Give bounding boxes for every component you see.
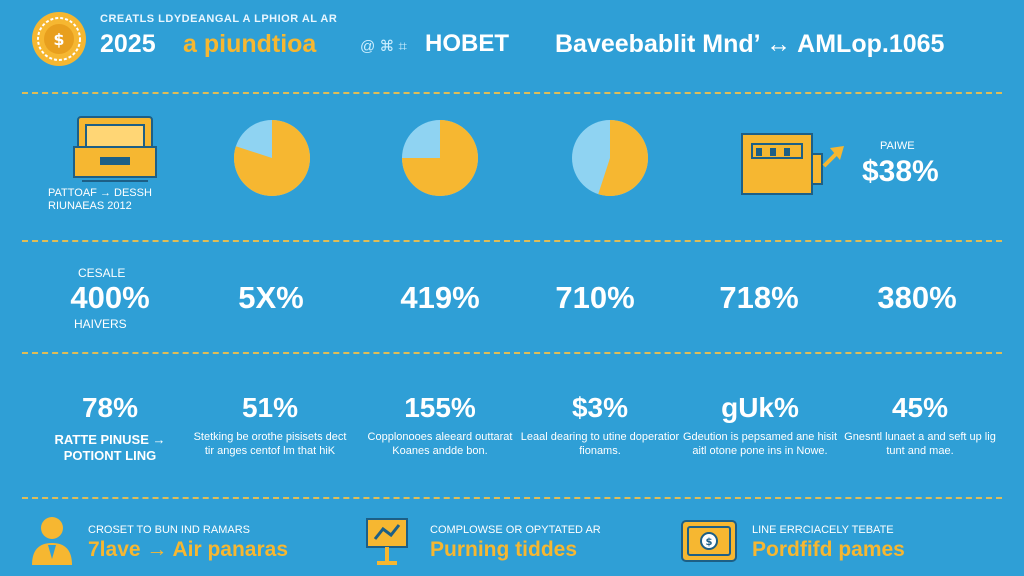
badge-logo-icon: $ xyxy=(32,12,86,66)
building-growth-icon xyxy=(741,133,844,195)
row3-desc: Gdeution is pepsamed ane hisit aitl oton… xyxy=(682,431,838,457)
row3-desc: Copplonooes aleeard outtarat Koanes andd… xyxy=(367,431,513,457)
tray-caption: PATTOAF → DESSH RIUNAEAS 2012 xyxy=(48,187,188,213)
person-icon xyxy=(32,517,72,565)
row4-big: Pordfifd pames xyxy=(752,538,905,561)
row3-desc: Leaal dearing to utine doperatior fionam… xyxy=(520,431,680,457)
header-year: 2025 xyxy=(100,30,156,58)
svg-text:$: $ xyxy=(706,537,713,548)
row2-stat: 5X% xyxy=(238,280,304,315)
tray-caption-line1: PATTOAF → DESSH xyxy=(48,187,152,199)
wallet-icon: $ xyxy=(681,520,737,562)
pie-chart-icon xyxy=(572,120,648,196)
pie-chart-icon xyxy=(402,120,478,196)
header-subtitle: CREATLS LDYDEANGAL A LPHIOR AL AR xyxy=(100,13,338,25)
row3-stat: 45% xyxy=(891,392,949,423)
row3-stat: 155% xyxy=(404,392,476,423)
row4-big: 7lave → Air panaras xyxy=(88,538,288,561)
row3-stat: $3% xyxy=(571,392,629,423)
row3-desc: Stetking be orothe pisisets dect tir ang… xyxy=(193,431,347,457)
divider xyxy=(22,92,1002,94)
divider xyxy=(22,240,1002,242)
row3-stat: gUk% xyxy=(721,392,799,423)
easel-icon xyxy=(366,518,408,565)
pie-slice-main xyxy=(598,120,648,196)
divider xyxy=(22,497,1002,499)
row3-desc: Gnesntl lunaet a and seft up lig tunt an… xyxy=(844,431,996,457)
svg-text:$: $ xyxy=(53,30,64,49)
stat-label: PAIWE xyxy=(880,140,915,152)
row3-stat: 51% xyxy=(241,392,299,423)
header-accent-title: a piundtioa xyxy=(183,30,317,58)
row2-label-bottom: HAIVERS xyxy=(74,317,127,331)
row4-small: COMPLOWSE OR OPYTATED AR xyxy=(430,524,601,536)
row2-stat: 419% xyxy=(400,280,480,315)
header-hobet: HOBET xyxy=(425,30,509,57)
divider xyxy=(22,352,1002,354)
row2-label-top: CESALE xyxy=(78,266,126,280)
pie-chart-icon xyxy=(234,120,310,196)
row3-desc: RATTE PINUSE → POTIONT LING xyxy=(54,432,166,463)
row2-stat: 400% xyxy=(70,280,150,315)
row4-big: Purning tiddes xyxy=(430,538,577,561)
header-right-title: Baveebablit Mnd’ ↔ AMLop.1065 xyxy=(555,30,945,58)
row4-small: CROSET TO BUN IND RAMARS xyxy=(88,524,250,536)
row2-stat: 718% xyxy=(719,280,799,315)
header-glyphs: @ ⌘ ⌗ xyxy=(360,38,408,55)
pie-slice-main xyxy=(234,120,310,196)
tray-caption-line2: RIUNAEAS 2012 xyxy=(48,200,132,212)
tray-icon xyxy=(73,116,157,182)
row4-small: LINE ERRCIACELY TEBATE xyxy=(752,524,894,536)
row3-stat: 78% xyxy=(81,392,139,423)
pie-slice-main xyxy=(402,120,478,196)
row2-stat: 710% xyxy=(555,280,635,315)
row2-stat: 380% xyxy=(877,280,957,315)
stat-value: $38% xyxy=(862,155,939,188)
